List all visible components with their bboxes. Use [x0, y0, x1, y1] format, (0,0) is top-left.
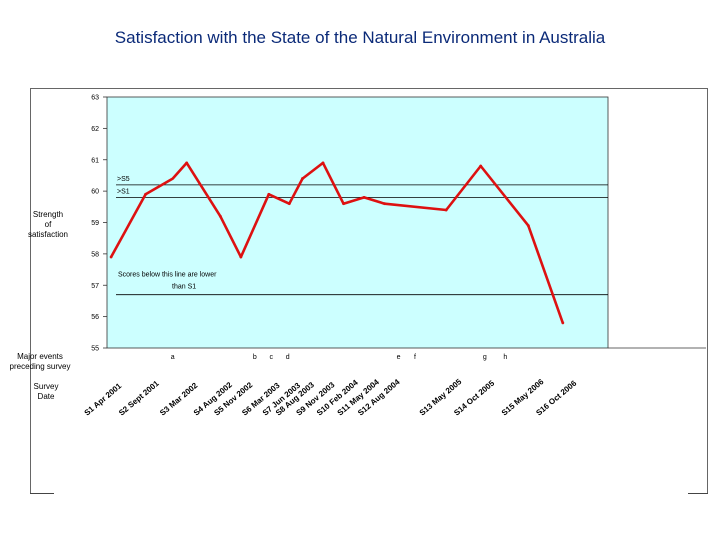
- frame-border: [30, 88, 708, 89]
- event-label: h: [503, 354, 507, 361]
- events-label-line: Major events: [17, 352, 63, 361]
- event-label: d: [286, 354, 290, 361]
- y-tick-label: 61: [91, 157, 99, 164]
- y-axis-label-line: of: [44, 220, 52, 229]
- frame-border: [707, 88, 708, 494]
- data-point: [144, 192, 148, 196]
- data-point: [526, 224, 530, 228]
- events-label: Major events preceding survey: [4, 352, 76, 372]
- reference-line-label: >S1: [117, 188, 130, 195]
- event-label: g: [483, 354, 487, 361]
- y-tick-label: 56: [91, 314, 99, 321]
- y-axis-label: Strength of satisfaction: [20, 210, 76, 240]
- survey-date-label-line: Date: [37, 392, 55, 401]
- slide-title: Satisfaction with the State of the Natur…: [114, 28, 606, 47]
- data-point: [342, 202, 345, 206]
- data-point: [267, 192, 271, 196]
- data-point: [444, 208, 448, 212]
- frame-border: [688, 493, 708, 494]
- y-tick-label: 62: [91, 126, 99, 133]
- data-point: [383, 202, 387, 206]
- y-tick-label: 59: [91, 220, 99, 227]
- plot-area: [106, 96, 609, 349]
- y-tick-label: 55: [91, 346, 99, 353]
- annotation-text: Scores below this line are lower: [118, 272, 217, 279]
- reference-line-label: >S5: [117, 176, 130, 183]
- y-tick-label: 58: [91, 251, 99, 258]
- data-point: [301, 177, 304, 180]
- data-point: [109, 255, 113, 259]
- data-point: [479, 164, 483, 168]
- event-label: f: [414, 354, 416, 361]
- data-point: [561, 321, 565, 325]
- event-label: a: [171, 354, 175, 361]
- survey-date-label-line: Survey: [33, 382, 59, 391]
- data-point: [239, 255, 243, 259]
- data-point: [321, 161, 325, 165]
- y-axis-label-line: Strength: [32, 210, 64, 219]
- y-tick-label: 57: [91, 283, 99, 290]
- frame-border: [30, 88, 31, 494]
- y-axis-label-line: satisfaction: [27, 230, 69, 239]
- y-tick-label: 60: [91, 189, 99, 196]
- data-point: [287, 202, 291, 206]
- event-label: b: [253, 354, 257, 361]
- y-tick-label: 63: [91, 95, 99, 102]
- event-label: c: [270, 354, 274, 361]
- event-label: e: [397, 354, 401, 361]
- data-point: [362, 196, 366, 199]
- annotation-text: than S1: [172, 284, 196, 291]
- frame-border: [30, 493, 54, 494]
- data-point: [185, 161, 189, 165]
- data-point: [218, 214, 222, 218]
- survey-date-label: Survey Date: [20, 382, 72, 402]
- events-label-line: preceding survey: [9, 362, 71, 371]
- x-tick-label: S2 Sept 2001: [117, 379, 161, 418]
